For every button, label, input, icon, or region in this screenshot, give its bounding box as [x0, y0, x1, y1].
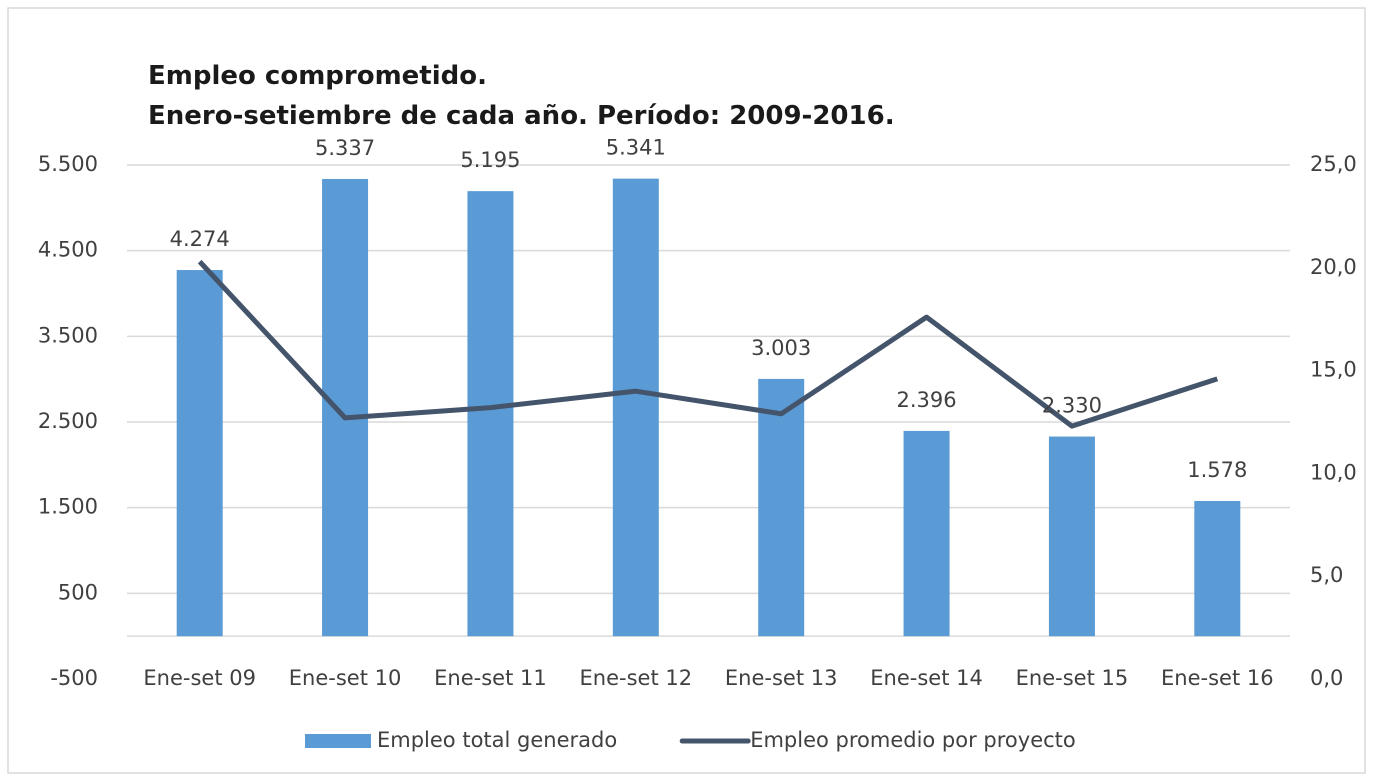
- data-label: 2.396: [897, 388, 957, 412]
- y-tick-label: -500: [50, 666, 98, 690]
- y-tick-label: 3.500: [38, 323, 98, 347]
- bar: [1048, 436, 1095, 637]
- data-label: 5.195: [460, 148, 520, 172]
- y2-tick-label: 15,0: [1310, 358, 1357, 382]
- x-tick-label: Ene-set 16: [1161, 666, 1274, 690]
- data-label: 3.003: [751, 336, 811, 360]
- data-label: 5.341: [606, 136, 666, 160]
- bar: [1194, 500, 1241, 637]
- legend-label: Empleo promedio por proyecto: [750, 728, 1076, 752]
- y2-tick-label: 20,0: [1310, 255, 1357, 279]
- bar: [322, 178, 369, 637]
- x-tick-label: Ene-set 15: [1016, 666, 1129, 690]
- x-tick-label: Ene-set 12: [580, 666, 693, 690]
- line-series: [197, 259, 1219, 429]
- y2-tick-label: 25,0: [1310, 152, 1357, 176]
- x-tick-label: Ene-set 09: [143, 666, 256, 690]
- x-tick-label: Ene-set 11: [434, 666, 547, 690]
- y-tick-label: 500: [58, 580, 98, 604]
- chart-subtitle: Enero-setiembre de cada año. Período: 20…: [148, 101, 895, 131]
- y-tick-label: 4.500: [38, 238, 98, 262]
- bar: [612, 178, 659, 637]
- chart-frame: [7, 7, 1366, 774]
- data-label: 2.330: [1042, 394, 1102, 418]
- bar: [176, 270, 223, 637]
- bar: [903, 430, 950, 637]
- y-tick-label: 1.500: [38, 495, 98, 519]
- bar: [467, 191, 514, 637]
- y-tick-label: 5.500: [38, 152, 98, 176]
- chart-title: Empleo comprometido.: [148, 61, 487, 91]
- y2-tick-label: 10,0: [1310, 460, 1357, 484]
- legend-label: Empleo total generado: [377, 728, 617, 752]
- y2-tick-label: 0,0: [1310, 666, 1343, 690]
- x-tick-label: Ene-set 10: [289, 666, 402, 690]
- x-tick-label: Ene-set 14: [870, 666, 983, 690]
- y2-tick-label: 5,0: [1310, 563, 1343, 587]
- y-tick-label: 2.500: [38, 409, 98, 433]
- bar: [758, 378, 805, 637]
- legend-swatch: [305, 734, 371, 748]
- data-label: 1.578: [1187, 458, 1247, 482]
- x-tick-label: Ene-set 13: [725, 666, 838, 690]
- data-label: 5.337: [315, 136, 375, 160]
- data-label: 4.274: [170, 227, 230, 251]
